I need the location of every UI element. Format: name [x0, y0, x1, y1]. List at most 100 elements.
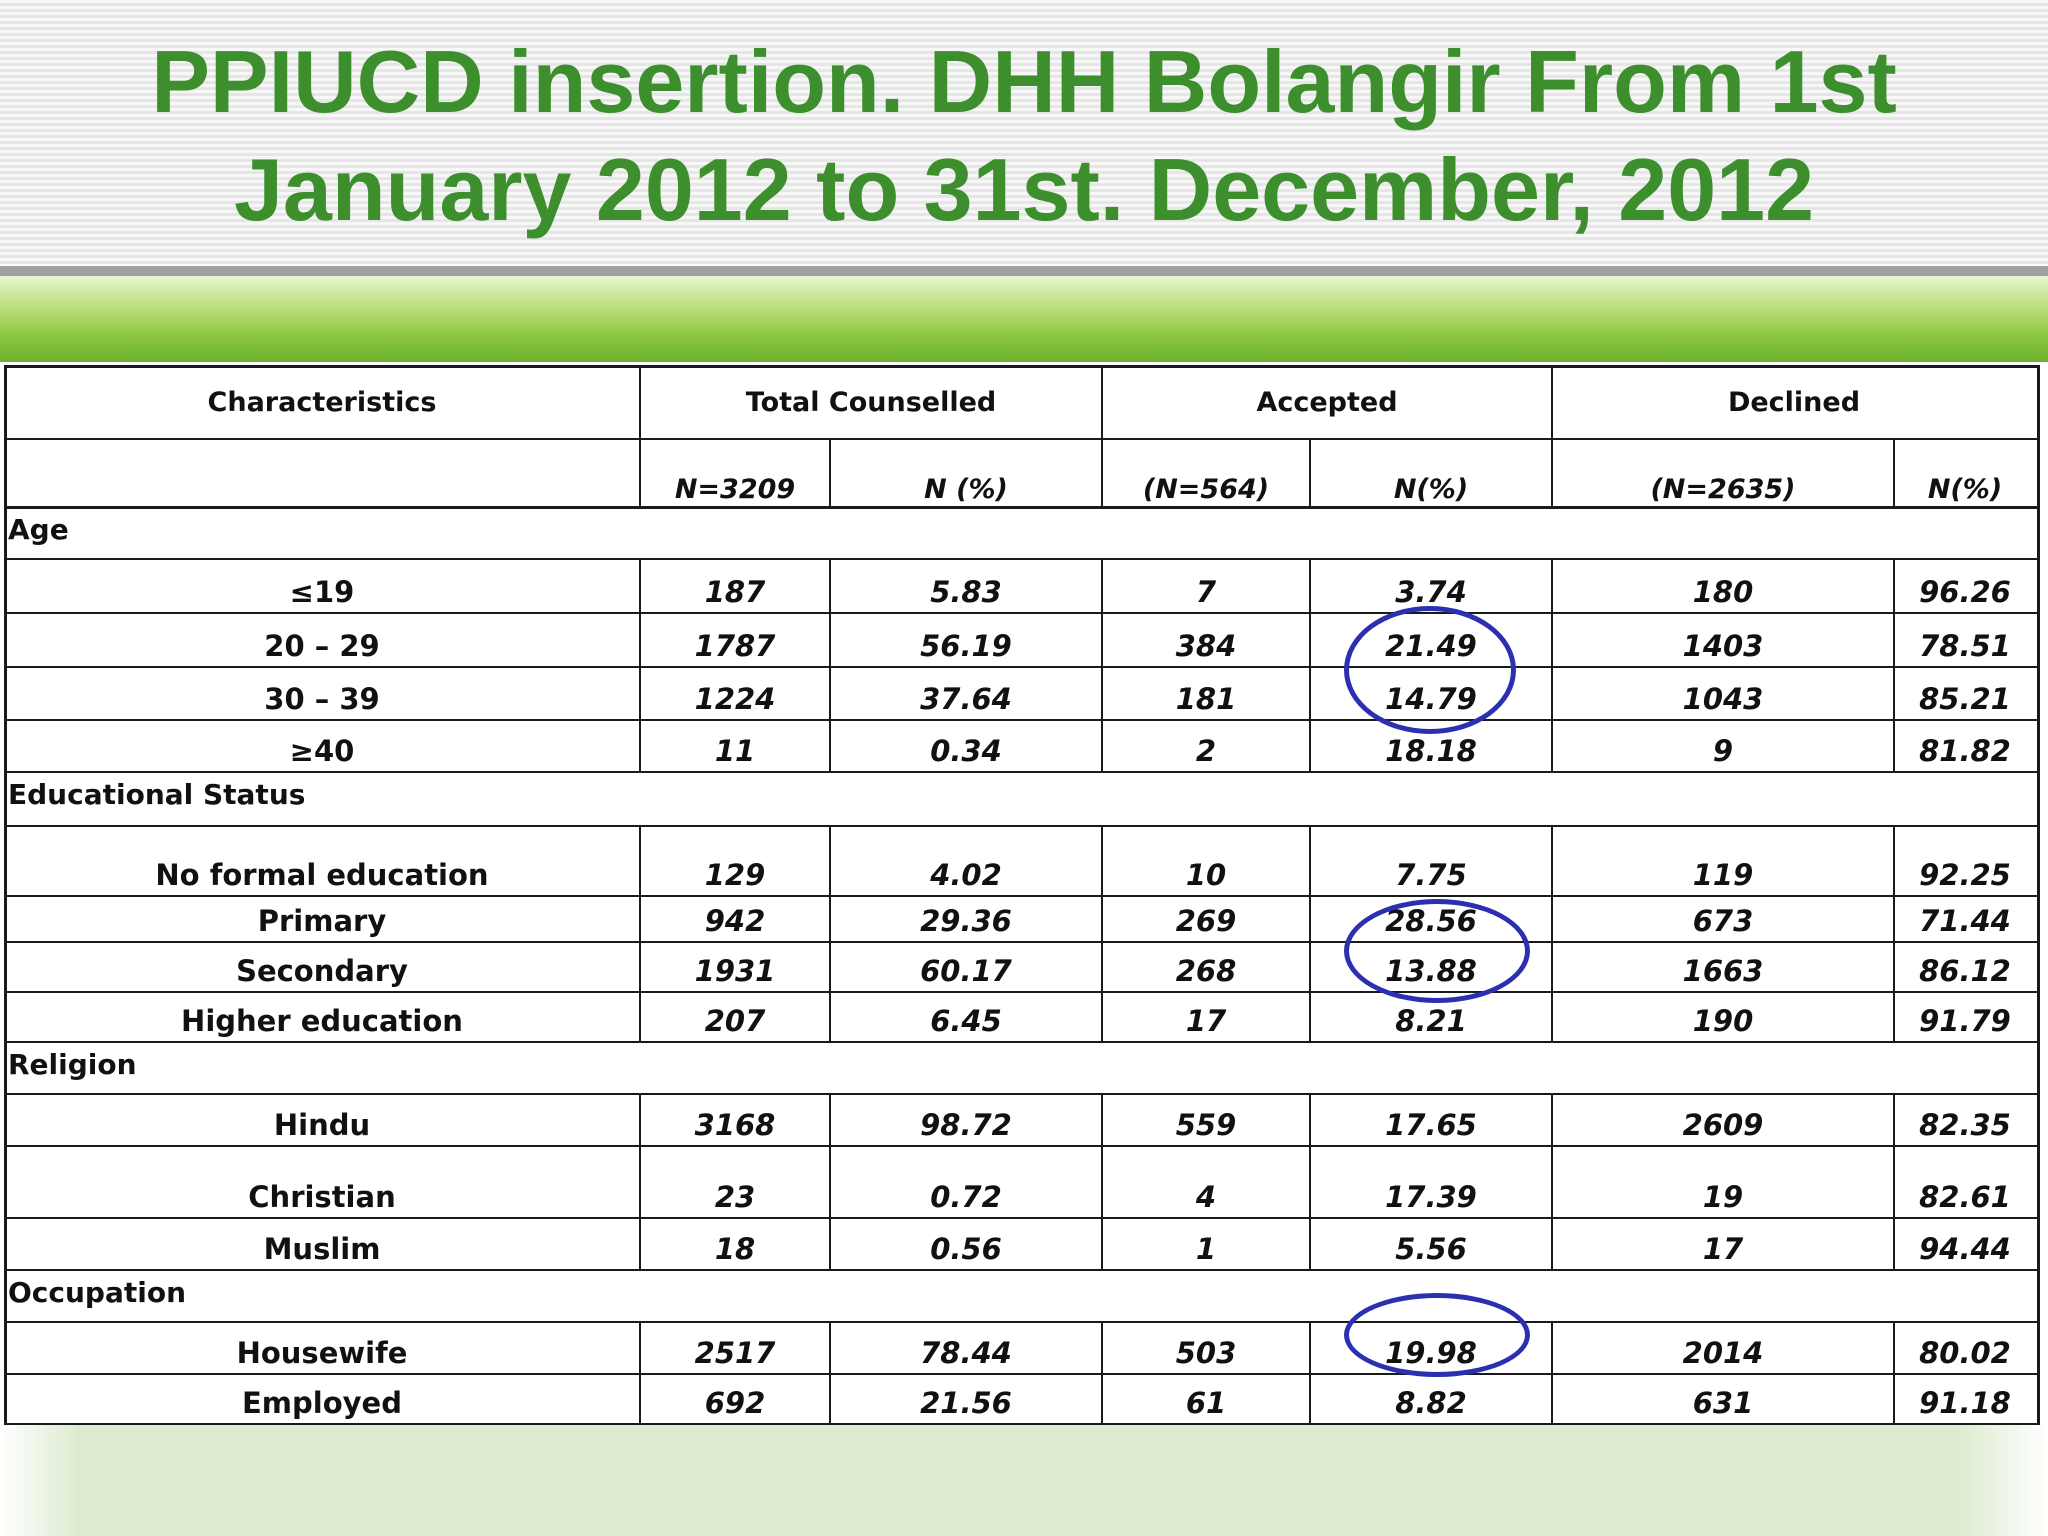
table-divider: [829, 1146, 831, 1218]
table-divider: [829, 613, 831, 667]
table-divider: [1101, 1146, 1103, 1218]
section-heading: Age: [8, 513, 69, 546]
table-divider: [1551, 1374, 1553, 1424]
table-rule: [4, 991, 2040, 993]
table-rule: [4, 1217, 2040, 1219]
table-cell: 1403: [1682, 629, 1764, 663]
table-cell: 0.72: [930, 1180, 1002, 1214]
slide-title: PPIUCD insertion. DHH Bolangir From 1st …: [0, 28, 2048, 244]
table-cell: 6.45: [930, 1004, 1002, 1038]
table-cell: 56.19: [920, 629, 1012, 663]
table-divider: [1893, 826, 1895, 896]
table-cell: 98.72: [920, 1108, 1012, 1142]
table-divider: [1309, 667, 1311, 720]
section-heading: Religion: [8, 1048, 137, 1081]
table-divider: [1551, 826, 1553, 896]
table-divider: [1551, 366, 1553, 439]
header-divider: [0, 266, 2048, 276]
row-label: No formal education: [155, 858, 489, 892]
header-accepted: Accepted: [1256, 387, 1398, 418]
table-divider: [1101, 1218, 1103, 1270]
table-divider: [1101, 559, 1103, 613]
table-cell: 503: [1175, 1336, 1237, 1370]
table-divider: [639, 1374, 641, 1424]
row-label: Housewife: [236, 1336, 408, 1370]
header-declined: Declined: [1727, 387, 1861, 418]
title-line-1: PPIUCD insertion. DHH Bolangir From 1st: [151, 32, 1897, 131]
table-divider: [1551, 613, 1553, 667]
subheader-cell: N(%): [1393, 474, 1469, 505]
subheader-cell: (N=564): [1142, 474, 1270, 505]
table-divider: [1309, 826, 1311, 896]
table-cell: 81.82: [1919, 734, 2011, 768]
table-cell: 673: [1692, 904, 1754, 938]
table-cell: 19: [1702, 1180, 1744, 1214]
table-cell: 17.65: [1385, 1108, 1477, 1142]
table-rule: [4, 719, 2040, 721]
table-cell: 0.34: [930, 734, 1002, 768]
table-divider: [829, 992, 831, 1042]
table-divider: [829, 826, 831, 896]
table-cell: 1: [1195, 1232, 1217, 1266]
table-cell: 2517: [694, 1336, 776, 1370]
table-divider: [1893, 439, 1895, 507]
table-divider: [1893, 559, 1895, 613]
table-cell: 82.35: [1919, 1108, 2011, 1142]
table-divider: [1893, 1374, 1895, 1424]
table-cell: 559: [1175, 1108, 1237, 1142]
table-rule: [4, 1145, 2040, 1147]
row-label: Higher education: [181, 1004, 463, 1038]
table-cell: 3.74: [1395, 575, 1467, 609]
table-cell: 181: [1175, 682, 1237, 716]
table-divider: [639, 1094, 641, 1146]
table-cell: 17: [1702, 1232, 1744, 1266]
title-line-2: January 2012 to 31st. December, 2012: [233, 140, 1815, 239]
table-cell: 91.18: [1919, 1386, 2011, 1420]
table-cell: 1787: [694, 629, 776, 663]
table-cell: 61: [1185, 1386, 1227, 1420]
table-cell: 85.21: [1919, 682, 2011, 716]
table-divider: [639, 366, 641, 439]
table-divider: [1893, 896, 1895, 942]
table-divider: [1893, 667, 1895, 720]
table-divider: [1101, 1374, 1103, 1424]
table-divider: [1551, 720, 1553, 772]
table-divider: [829, 559, 831, 613]
table-cell: 4.02: [930, 858, 1002, 892]
highlight-circle: [1344, 1293, 1530, 1377]
table-divider: [639, 720, 641, 772]
table-divider: [1893, 1218, 1895, 1270]
table-divider: [829, 1218, 831, 1270]
table-divider: [1551, 667, 1553, 720]
table-cell: 78.44: [920, 1336, 1012, 1370]
subheader-cell: N (%): [924, 474, 1008, 505]
subheader-cell: (N=2635): [1650, 474, 1796, 505]
table-divider: [1309, 896, 1311, 942]
table-divider: [639, 613, 641, 667]
table-cell: 2609: [1682, 1108, 1764, 1142]
table-cell: 2: [1195, 734, 1217, 768]
table-cell: 17: [1185, 1004, 1227, 1038]
row-label: Secondary: [236, 954, 408, 988]
table-divider: [1551, 1218, 1553, 1270]
table-divider: [1309, 1146, 1311, 1218]
table-cell: 9: [1712, 734, 1734, 768]
table-divider: [2037, 366, 2040, 1425]
table-divider: [1551, 992, 1553, 1042]
table-cell: 942: [704, 904, 766, 938]
row-label: Employed: [242, 1386, 402, 1420]
table-cell: 1224: [694, 682, 776, 716]
table-divider: [1551, 896, 1553, 942]
row-label: ≤19: [289, 575, 355, 609]
table-divider: [1309, 559, 1311, 613]
table-cell: 37.64: [920, 682, 1012, 716]
table-divider: [829, 1374, 831, 1424]
table-rule: [4, 1093, 2040, 1095]
table-cell: 269: [1175, 904, 1237, 938]
table-divider: [1893, 1146, 1895, 1218]
table-cell: 1663: [1682, 954, 1764, 988]
table-divider: [1309, 1218, 1311, 1270]
row-label: Muslim: [263, 1232, 381, 1266]
footer-left-fade: [0, 1425, 80, 1536]
table-rule: [4, 365, 2040, 368]
